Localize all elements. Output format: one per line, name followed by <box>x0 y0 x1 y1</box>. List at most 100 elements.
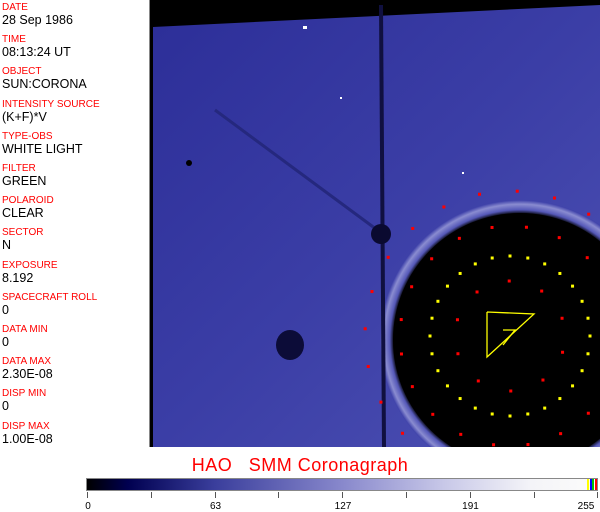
field-label: OBJECT <box>2 66 42 78</box>
field-object: OBJECT SUN:CORONA <box>2 66 87 91</box>
grid-dot <box>428 334 432 338</box>
dust-spot <box>276 330 304 360</box>
field-type-obs: TYPE-OBS WHITE LIGHT <box>2 131 83 156</box>
grid-dot <box>456 352 460 356</box>
grid-dot <box>366 364 370 368</box>
grid-dot <box>540 289 544 293</box>
grid-dot <box>559 432 563 436</box>
grid-dot <box>436 369 440 373</box>
coronagraph-image-svg <box>150 0 600 480</box>
field-data-max: DATA MAX 2.30E-08 <box>2 356 53 381</box>
field-filter: FILTER GREEN <box>2 163 46 188</box>
grid-dot <box>580 369 584 373</box>
field-value: 0 <box>2 335 9 349</box>
colorbar-tick <box>278 492 280 498</box>
grid-dot <box>411 226 415 230</box>
grid-dot <box>370 290 374 294</box>
grid-dot <box>386 255 390 259</box>
colorbar-tick <box>342 492 344 498</box>
field-label: DISP MAX <box>2 420 50 432</box>
grid-dot <box>515 189 519 193</box>
colorbar-label: 255 <box>577 501 595 512</box>
field-label: SECTOR <box>2 227 44 239</box>
field-label: DISP MIN <box>2 388 47 400</box>
grid-dot <box>363 327 367 331</box>
grid-dot <box>410 385 414 389</box>
grid-dot <box>543 406 547 410</box>
colorbar-tick <box>533 492 535 498</box>
field-value: 8.192 <box>2 270 34 285</box>
field-label: DATA MIN <box>2 324 48 335</box>
grid-dot <box>586 352 590 356</box>
dust-speck <box>186 160 192 166</box>
sector-inner <box>502 329 517 346</box>
image-title: HAO SMM Coronagraph <box>191 455 409 475</box>
field-disp-min: DISP MIN 0 <box>2 388 46 413</box>
field-value: CLEAR <box>2 206 44 221</box>
field-label: SPACECRAFT ROLL <box>2 291 98 303</box>
grid-dot <box>431 412 435 416</box>
grid-dot <box>399 352 403 356</box>
grid-dot <box>445 384 449 388</box>
colorbar-label: 0 <box>85 501 91 512</box>
grid-dot <box>571 284 575 288</box>
grid-dot <box>543 262 547 266</box>
grid-dot <box>458 397 462 401</box>
grid-dot <box>473 262 477 266</box>
field-value: GREEN <box>2 174 47 188</box>
field-intensity-source: INTENSITY SOURCE (K+F)*V <box>2 99 100 124</box>
field-time: TIME 08:13:24 UT <box>2 34 71 59</box>
grid-dot <box>560 316 564 320</box>
grid-dot <box>490 412 494 416</box>
grid-dot <box>587 212 591 216</box>
grid-dot <box>475 290 479 294</box>
grid-dot <box>557 236 561 240</box>
colorbar-label: 191 <box>462 501 479 512</box>
field-label: INTENSITY SOURCE <box>2 98 100 110</box>
colorbar-end-mark <box>594 479 597 490</box>
colorbar-label: 63 <box>209 501 222 512</box>
field-value: SUN:CORONA <box>2 77 87 92</box>
field-value: WHITE LIGHT <box>2 141 83 156</box>
grid-dot <box>558 271 562 275</box>
field-value: 0 <box>2 302 9 317</box>
star <box>462 172 464 174</box>
colorbar-tick <box>214 492 216 498</box>
pylon-pad <box>371 224 391 244</box>
field-label: EXPOSURE <box>2 259 58 271</box>
header-info-panel: DATE 28 Sep 1986 TIME 08:13:24 UT OBJECT SUN:… <box>0 0 150 447</box>
grid-dot <box>526 443 530 447</box>
grid-dot <box>524 225 528 229</box>
pylon-shadow <box>214 108 381 234</box>
grid-dot <box>442 205 446 209</box>
grid-dot <box>455 318 459 322</box>
grid-dot <box>507 279 511 283</box>
grid-dot <box>526 412 530 416</box>
colorbar-tick <box>406 492 407 498</box>
grid-dot <box>526 256 530 260</box>
field-label: DATA MAX <box>2 356 52 368</box>
grid-dot <box>509 389 513 393</box>
colorbar-end-mark <box>592 479 594 490</box>
grid-dot <box>400 431 404 435</box>
colorbar <box>86 478 598 491</box>
field-spacecraft-roll: SPACECRAFT ROLL 0 <box>2 292 97 317</box>
field-value: 1.00E-08 <box>2 431 53 446</box>
grid-dot <box>588 334 592 338</box>
field-value: (K+F)*V <box>2 109 47 124</box>
field-data-min: DATA MIN 0 <box>2 324 48 349</box>
grid-dot <box>399 318 403 322</box>
grid-dot <box>379 400 383 404</box>
grid-dot <box>492 443 496 447</box>
grid-dot <box>473 406 477 410</box>
grid-dot <box>580 299 584 303</box>
grid-dot <box>585 256 589 260</box>
grid-dot <box>445 284 449 288</box>
grid-overlay <box>363 189 592 447</box>
field-value: 2.30E-08 <box>2 367 53 382</box>
field-label: TIME <box>2 34 26 46</box>
grid-dot <box>436 299 440 303</box>
grid-dot <box>458 271 462 275</box>
occulter-disk <box>393 213 600 467</box>
field-value: 28 Sep 1986 <box>2 13 73 27</box>
